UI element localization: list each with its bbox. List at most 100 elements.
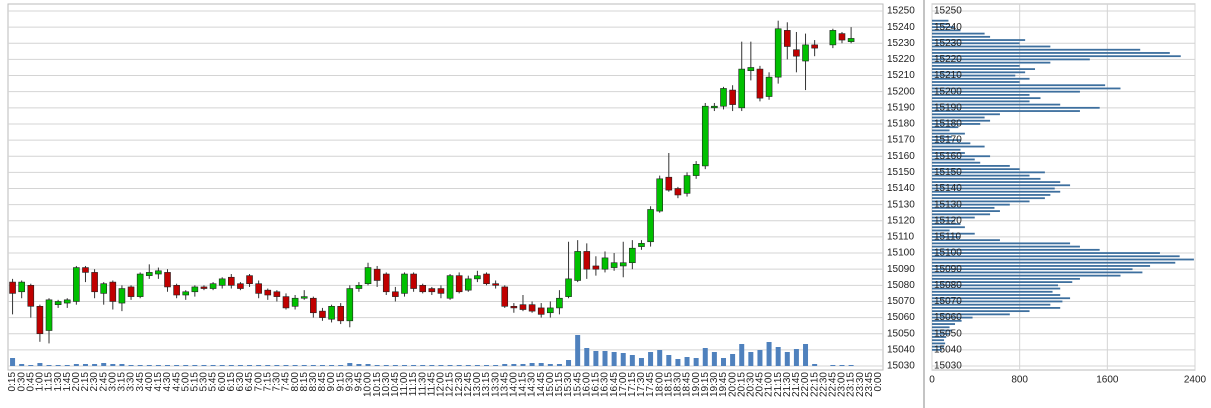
x-tick-label: 11:15 [408, 372, 419, 397]
x-tick-label: 12:00 [436, 372, 447, 397]
profile-bar [932, 19, 949, 22]
volume-bar [465, 365, 471, 366]
candle-body [337, 305, 344, 322]
x-tick-label: 0:45 [25, 372, 36, 392]
y-tick-label: 15060 [934, 312, 962, 323]
y-tick-label: 15100 [887, 248, 915, 259]
candle-body [182, 291, 190, 296]
profile-bar [932, 226, 965, 229]
y-tick-label: 15240 [887, 22, 915, 33]
x-tick-label: 12:30 [454, 372, 465, 397]
x-tick-label: 2:00 [71, 372, 82, 392]
volume-bar [37, 363, 43, 366]
profile-bar [932, 339, 945, 342]
y-tick-label: 15220 [887, 54, 915, 65]
x-tick-label: 10:15 [372, 372, 383, 397]
x-tick-label: 7:00 [253, 372, 264, 392]
profile-bar [932, 87, 1121, 90]
y-tick-label: 15210 [934, 70, 962, 81]
x-tick-label: 22:30 [818, 372, 829, 397]
candle-body [346, 288, 354, 322]
profile-bar [932, 119, 991, 122]
profile-bar [932, 236, 961, 238]
profile-bar [932, 229, 950, 232]
candle-body [547, 307, 554, 314]
x-tick-label: 22:45 [828, 372, 839, 397]
y-tick-label: 15230 [934, 38, 962, 49]
x-tick-label: 9:15 [335, 372, 346, 392]
candle-body [783, 30, 791, 47]
profile-bar [932, 313, 1010, 316]
volume-bar [365, 364, 371, 366]
candle-body [665, 176, 673, 191]
volume-bar [502, 364, 508, 366]
volume-bar [529, 363, 535, 366]
volume-bar [511, 364, 517, 366]
profile-bar [932, 297, 1071, 300]
x-tick-label: 15:30 [563, 372, 574, 397]
profile-bar [932, 177, 1041, 180]
profile-bar [932, 61, 1051, 64]
volume-bar [174, 365, 180, 366]
volume-bar [210, 365, 216, 366]
candle-body [802, 44, 809, 62]
x-tick-label: 5:30 [199, 372, 210, 392]
candle-body [73, 267, 80, 302]
candle-body [419, 285, 427, 293]
volume-bar [629, 355, 635, 366]
y-tick-label: 15090 [887, 264, 915, 275]
x-tick-label: 0:30 [16, 372, 27, 392]
x-tick-label: 14:15 [518, 372, 529, 397]
volume-bar [283, 365, 289, 366]
x-tick-label: 18:45 [682, 372, 693, 397]
y-tick-label: 15250 [934, 6, 962, 17]
candle-body [829, 30, 837, 46]
volume-bar [92, 364, 98, 366]
y-tick-label: 15080 [934, 280, 962, 291]
volume-bar [392, 365, 398, 366]
profile-bar [932, 148, 961, 151]
volume-bar [484, 365, 490, 366]
volume-bar [575, 335, 581, 366]
volume-bar [675, 359, 681, 366]
candle-body [446, 275, 454, 299]
volume-bar [793, 349, 799, 366]
volume-bar [648, 352, 654, 366]
x-tick-label: 6:30 [235, 372, 246, 392]
x-tick-label: 12:15 [445, 372, 456, 397]
y-tick-label: 15210 [887, 70, 915, 81]
volume-bar [720, 358, 726, 366]
volume-bar [830, 365, 836, 366]
candle-body [264, 289, 272, 296]
x-tick-label: 7:15 [262, 372, 273, 392]
candle-body [729, 89, 736, 105]
profile-bar [932, 90, 1080, 93]
x-tick-label: 1:00 [35, 372, 46, 392]
profile-bar [932, 277, 1080, 280]
y-tick-label: 15130 [934, 199, 962, 210]
volume-bar [730, 354, 736, 366]
profile-bar [932, 100, 1030, 103]
candle-body [656, 178, 663, 212]
profile-bar [932, 239, 1000, 242]
candle-body [328, 305, 335, 320]
x-tick-label: 15:45 [572, 372, 583, 397]
profile-bar [932, 300, 1063, 303]
x-tick-label: 8:45 [317, 372, 328, 392]
profile-bar [932, 39, 1026, 41]
y-tick-label: 15180 [934, 119, 962, 130]
candle-body [18, 281, 25, 293]
profile-bar [932, 45, 1051, 48]
x-tick-label: 5:45 [208, 372, 219, 392]
volume-bar [237, 365, 243, 366]
volume-bar [319, 365, 325, 366]
profile-bar [932, 336, 947, 338]
x-tick-label: 1:30 [53, 372, 64, 392]
x-tick-label: 3:30 [126, 372, 137, 392]
x-tick-label: 4:15 [153, 372, 164, 392]
profile-bar [932, 171, 1045, 174]
x-tick-label: 4:45 [171, 372, 182, 392]
profile-bar [932, 190, 1061, 193]
candle-body [610, 262, 618, 268]
profile-bar [932, 294, 1061, 296]
